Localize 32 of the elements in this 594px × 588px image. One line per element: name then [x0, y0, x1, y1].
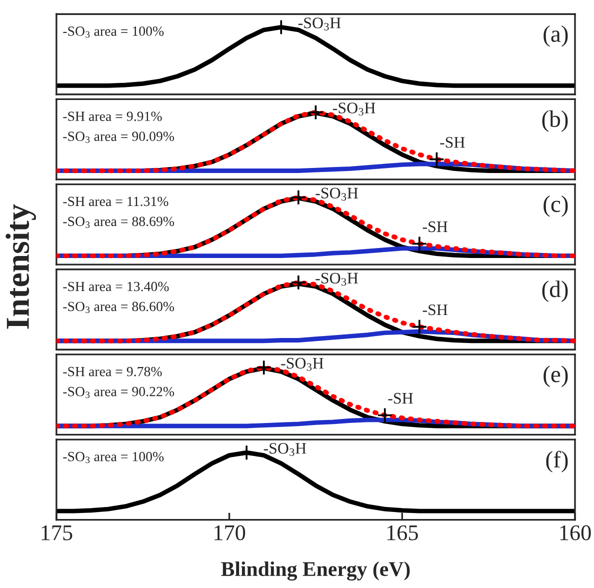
- y-axis-title: Intensity: [6, 204, 36, 329]
- annotation: -SH: [388, 392, 413, 404]
- x-tick-label: 165: [387, 525, 418, 540]
- x-tick-label: 170: [214, 525, 246, 540]
- annotation: -SO$_{3}$ area = 90.09%: [63, 132, 174, 143]
- chart-title: (e): [544, 366, 568, 388]
- annotation: -SO$_{3}$ area = 90.22%: [63, 386, 174, 398]
- annotation: -SH area = 13.40%: [63, 282, 169, 292]
- chart-title: (a): [544, 25, 568, 47]
- x-axis-title: Blinding Energy (eV): [221, 561, 410, 581]
- annotation: -SH: [422, 221, 448, 232]
- annotation: -SO$_{3}$H: [332, 102, 376, 116]
- annotation: -SO$_{3}$ area = 100%: [63, 452, 164, 464]
- annotation: -SH: [440, 137, 465, 148]
- annotation: -SO$_{3}$ area = 100%: [63, 26, 164, 38]
- chart-title: (d): [542, 280, 568, 302]
- x-tick-label: 160: [560, 525, 591, 540]
- chart-title: (f): [546, 450, 568, 472]
- annotation: -SO$_{3}$ area = 88.69%: [63, 216, 174, 228]
- chart-title: (c): [544, 196, 568, 217]
- chart-title: (b): [542, 110, 568, 132]
- annotation: -SH area = 11.31%: [63, 196, 168, 206]
- x-tick-label: 175: [42, 525, 72, 540]
- annotation: -SO$_{3}$H: [316, 272, 358, 286]
- annotation: -SO$_{3}$H: [298, 18, 341, 30]
- annotation: -SH area = 9.91%: [63, 112, 162, 122]
- annotation: -SH: [422, 304, 448, 316]
- annotation: -SO$_{3}$H: [316, 188, 358, 201]
- annotation: -SO$_{3}$ area = 86.60%: [63, 302, 174, 314]
- annotation: -SH area = 9.78%: [63, 366, 162, 376]
- annotation: -SO$_{3}$H: [281, 358, 324, 371]
- annotation: -SO$_{3}$H: [264, 442, 306, 456]
